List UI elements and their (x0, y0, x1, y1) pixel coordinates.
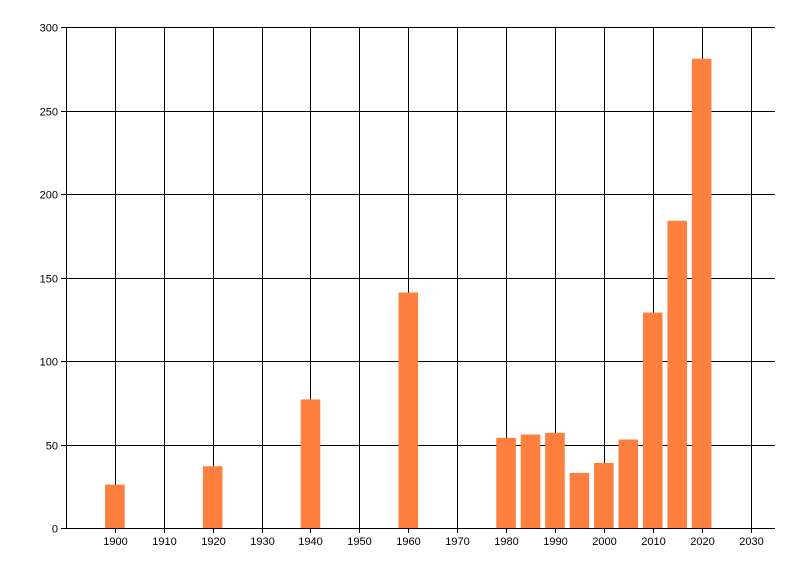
x-tick-label: 1920 (201, 536, 225, 548)
bar-2005 (618, 439, 639, 528)
x-tick-label: 2030 (739, 536, 763, 548)
y-tick-label: 300 (40, 23, 58, 35)
y-tick-label: 150 (40, 274, 58, 286)
bar-1960 (398, 292, 419, 528)
y-tick-label: 0 (52, 524, 58, 536)
x-tick-label: 2000 (592, 536, 616, 548)
x-tick-label: 1910 (152, 536, 176, 548)
y-tick-label: 250 (40, 107, 58, 119)
bar-2010 (642, 312, 663, 528)
bar-1985 (520, 434, 541, 528)
grid-layer (66, 27, 775, 528)
bar-1920 (202, 466, 223, 528)
bars-layer (105, 58, 712, 528)
x-tick-label: 1950 (347, 536, 371, 548)
axes-layer (61, 27, 775, 533)
x-tick-label: 1970 (445, 536, 469, 548)
x-tick-label: 1900 (103, 536, 127, 548)
bar-1940 (300, 399, 321, 528)
y-tick-label: 200 (40, 190, 58, 202)
x-tick-label: 1940 (298, 536, 322, 548)
x-tick-label: 1930 (250, 536, 274, 548)
y-tick-label: 100 (40, 357, 58, 369)
x-tick-label: 1960 (396, 536, 420, 548)
bar-1995 (569, 472, 590, 528)
x-tick-label: 2020 (690, 536, 714, 548)
bar-2000 (594, 462, 614, 528)
bar-1900 (105, 484, 125, 528)
bar-2020 (691, 58, 712, 528)
x-tick-label: 2010 (641, 536, 665, 548)
bar-2015 (667, 220, 687, 528)
tick-labels-layer: 0 50 100 150 200 250 300 1900 1910 1920 1930 1940 19… (40, 23, 764, 549)
bar-1990 (545, 432, 565, 528)
bar-1980 (496, 437, 516, 528)
y-tick-label: 50 (46, 441, 58, 453)
x-tick-label: 1990 (543, 536, 567, 548)
x-tick-label: 1980 (494, 536, 518, 548)
